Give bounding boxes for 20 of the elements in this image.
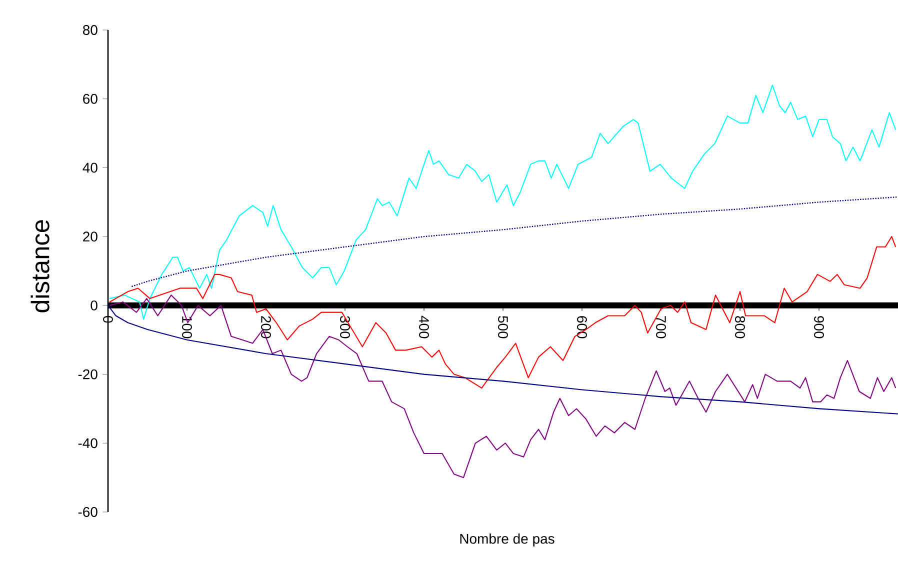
y-axis-title: distance <box>30 220 50 312</box>
x-tick-label: 300 <box>340 316 350 338</box>
x-tick-label: 400 <box>419 316 429 338</box>
line-series <box>131 196 898 288</box>
x-tick-label: 800 <box>735 316 745 338</box>
x-tick-label: 600 <box>577 316 587 338</box>
x-tick-label: 900 <box>814 316 824 338</box>
y-tick-label: 60 <box>83 94 98 104</box>
x-tick-label: 700 <box>656 316 666 338</box>
x-tick-label: 200 <box>261 316 271 338</box>
y-tick-label: -40 <box>78 438 98 448</box>
y-tick-label: 20 <box>83 232 98 242</box>
y-tick-label: 40 <box>82 162 98 173</box>
y-tick-label: -60 <box>78 507 98 517</box>
x-axis-title: Nombre de pas <box>460 533 554 547</box>
y-tick-label: 0 <box>90 300 98 310</box>
x-tick-label: 100 <box>182 316 192 338</box>
x-tick-label: 500 <box>498 316 508 338</box>
y-tick-label: -20 <box>78 369 98 380</box>
y-tick-label: 80 <box>82 25 98 35</box>
